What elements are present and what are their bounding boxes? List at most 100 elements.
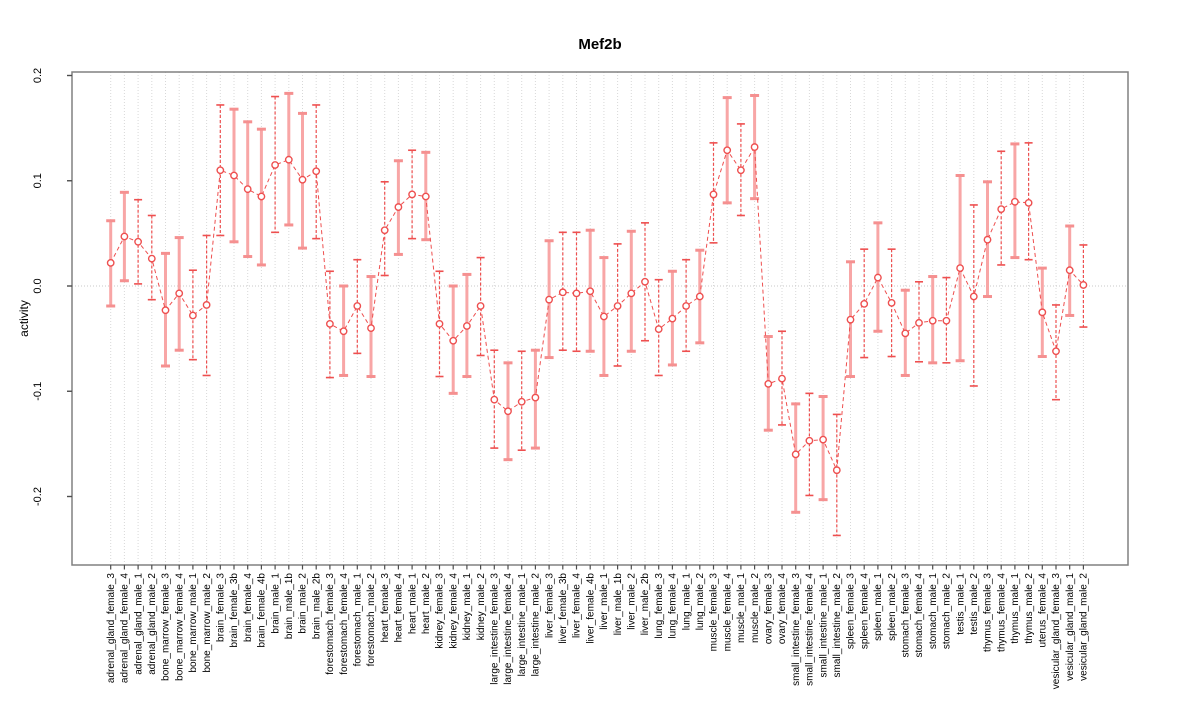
data-point-marker	[723, 146, 732, 155]
data-point-marker	[284, 155, 293, 164]
data-point-marker	[874, 273, 882, 282]
data-point-marker	[312, 167, 321, 176]
x-axis-label: stomach_female_4	[914, 573, 925, 658]
data-point-marker	[339, 327, 348, 336]
data-point-marker	[408, 190, 416, 199]
data-point-marker	[750, 143, 759, 151]
data-point-marker	[558, 288, 567, 297]
data-point-marker	[668, 314, 677, 323]
x-axis-label: brain_male_1	[270, 573, 281, 634]
x-axis-label: heart_male_1	[407, 573, 418, 635]
data-point-marker	[641, 277, 649, 286]
x-axis-label: liver_female_3b	[558, 573, 569, 644]
x-axis-label: lung_female_3	[654, 573, 665, 639]
data-point-marker	[147, 254, 156, 263]
data-point-marker	[983, 235, 992, 244]
data-point-marker	[476, 302, 485, 310]
data-point-marker	[778, 374, 786, 383]
x-axis-label: large_intestine_male_1	[517, 573, 528, 677]
data-point-marker	[695, 292, 704, 301]
x-axis-label: adrenal_gland_male_2	[147, 573, 158, 675]
data-point-marker	[1052, 347, 1060, 356]
x-axis-label: bone_marrow_female_4	[174, 573, 185, 681]
data-point-marker	[435, 319, 444, 328]
x-axis-label: brain_male_2b	[311, 573, 322, 640]
data-point-marker	[860, 299, 869, 308]
data-point-marker	[600, 312, 608, 321]
data-point-marker	[380, 226, 389, 235]
data-point-marker	[1065, 266, 1074, 275]
y-axis-title: activity	[17, 300, 31, 337]
x-axis-label: adrenal_gland_female_4	[120, 573, 131, 684]
x-axis-label: liver_male_1	[599, 573, 610, 630]
x-axis-label: muscle_male_2	[750, 573, 761, 643]
x-axis-label: forestomach_male_2	[366, 573, 377, 667]
data-point-marker	[846, 315, 855, 324]
data-point-marker	[106, 258, 115, 267]
x-axis-label: lung_female_4	[668, 573, 679, 639]
x-axis-label: liver_male_2	[627, 573, 638, 630]
data-point-marker	[202, 301, 211, 309]
x-axis-label: heart_female_4	[394, 573, 405, 643]
data-point-marker	[394, 203, 403, 211]
data-point-marker	[627, 289, 636, 298]
data-point-marker	[188, 311, 197, 320]
x-axis-label: stomach_female_3	[901, 573, 912, 658]
data-point-marker	[449, 336, 458, 345]
data-point-marker	[325, 319, 334, 328]
x-axis-label: muscle_female_3	[709, 573, 720, 652]
x-axis-label: large_intestine_male_2	[531, 573, 542, 677]
x-axis-label: spleen_male_1	[873, 573, 884, 641]
data-point-marker	[654, 325, 663, 334]
x-axis-label: spleen_female_3	[846, 573, 857, 650]
x-axis-label: brain_male_1b	[284, 573, 295, 640]
data-point-marker	[764, 379, 773, 388]
x-axis-label: spleen_female_4	[859, 573, 870, 650]
x-axis-label: liver_female_4	[572, 573, 583, 638]
series-line	[110, 145, 1084, 473]
x-axis-label: uterus_female_4	[1038, 573, 1049, 648]
data-point-marker	[175, 289, 184, 298]
data-point-marker	[271, 161, 279, 169]
x-axis-label: large_intestine_female_3	[490, 573, 501, 685]
data-point-marker	[805, 436, 814, 445]
x-axis-label: brain_male_2	[298, 573, 309, 634]
x-axis-label: muscle_male_1	[736, 573, 747, 643]
data-point-marker	[969, 292, 978, 301]
x-axis-label: testis_male_1	[955, 573, 966, 635]
x-axis-label: bone_marrow_male_2	[202, 573, 213, 673]
x-axis-label: brain_female_4	[243, 573, 254, 642]
data-point-marker	[298, 175, 307, 184]
data-point-marker	[490, 395, 499, 404]
x-axis-label: liver_male_2b	[640, 573, 651, 636]
x-axis-label: ovary_female_4	[777, 573, 788, 645]
x-axis-label: bone_marrow_female_3	[161, 573, 172, 681]
x-axis-label: muscle_female_4	[722, 573, 733, 652]
data-point-marker	[531, 393, 540, 402]
x-axis-label: stomach_male_2	[942, 573, 953, 650]
x-axis-label: kidney_male_1	[462, 573, 473, 641]
data-point-marker	[682, 302, 690, 310]
x-axis-label: stomach_male_1	[928, 573, 939, 650]
x-axis-label: forestomach_female_3	[325, 573, 336, 675]
x-axis-label: thymus_male_1	[1010, 573, 1021, 644]
x-axis-label: adrenal_gland_male_1	[133, 573, 144, 675]
data-point-marker	[832, 466, 841, 475]
x-axis-label: brain_female_3b	[229, 573, 240, 648]
data-point-marker	[1024, 198, 1033, 207]
x-axis-label: lung_male_1	[681, 573, 692, 631]
data-point-marker	[997, 205, 1006, 214]
data-point-marker	[819, 435, 827, 444]
data-point-marker	[120, 232, 129, 241]
data-point-marker	[353, 302, 362, 310]
x-axis-label: heart_female_3	[380, 573, 391, 643]
x-axis-label: brain_female_4b	[257, 573, 268, 648]
data-point-marker	[230, 171, 238, 180]
x-axis-label: thymus_female_3	[983, 573, 994, 652]
data-point-marker	[1079, 281, 1088, 289]
data-point-marker	[545, 295, 553, 304]
data-point-marker	[367, 324, 375, 332]
x-axis-label: vesicular_gland_female_3	[1051, 573, 1062, 690]
